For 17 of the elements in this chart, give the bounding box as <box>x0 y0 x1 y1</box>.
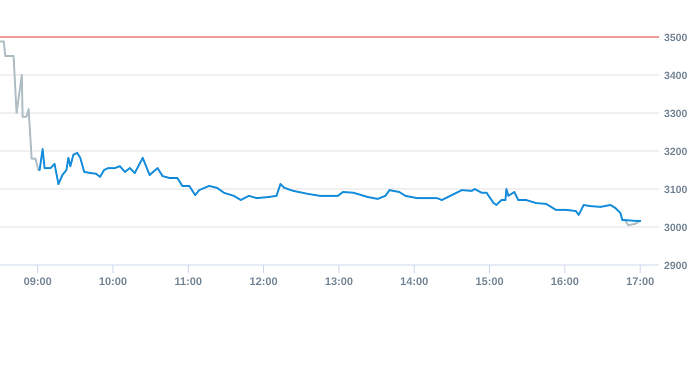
y-tick-label: 3100 <box>664 184 688 196</box>
x-tick-label: 12:00 <box>250 276 278 288</box>
y-tick-label: 3500 <box>664 32 688 44</box>
y-tick-label: 3300 <box>664 108 688 120</box>
x-tick-label: 17:00 <box>626 276 654 288</box>
x-tick-label: 15:00 <box>475 276 504 288</box>
y-tick-label: 3400 <box>664 70 688 82</box>
y-tick-label: 2900 <box>664 260 688 272</box>
x-tick-label: 16:00 <box>550 276 579 288</box>
y-tick-label: 3200 <box>664 146 688 158</box>
x-tick-label: 09:00 <box>24 276 52 288</box>
x-tick-label: 10:00 <box>98 276 128 288</box>
line-series <box>38 148 642 222</box>
y-tick-label: 3000 <box>664 222 688 234</box>
x-tick-label: 13:00 <box>324 276 353 288</box>
x-tick-label: 11:00 <box>174 276 202 288</box>
x-tick-label: 14:00 <box>400 276 428 288</box>
